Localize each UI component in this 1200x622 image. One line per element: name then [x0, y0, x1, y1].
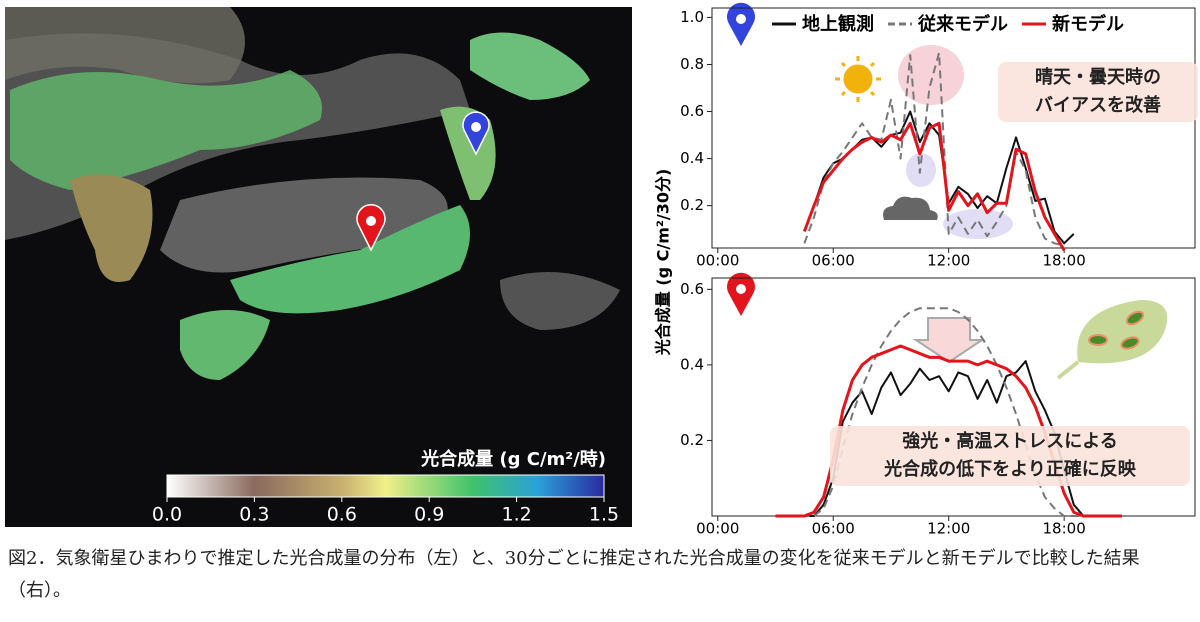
chart-pin-blue	[727, 2, 756, 46]
colorbar-tick-label: 1.5	[589, 504, 619, 526]
series-line	[803, 51, 1065, 247]
figure: 光合成量 (g C/m²/時) 光合成量 (g C/m²/30分) 00:00 0…	[5, 2, 1198, 538]
colorbar-tick-label: 0.0	[152, 504, 182, 526]
highlight	[943, 209, 1013, 239]
y-tick-label: 0.4	[680, 355, 704, 373]
map-pin-red	[356, 204, 386, 252]
chart-pin-red	[727, 272, 755, 316]
colorbar-tick-label: 0.9	[414, 504, 444, 526]
y-tick-label: 0.2	[680, 196, 704, 214]
plot-frame	[711, 277, 1196, 517]
leaf-icon	[1056, 300, 1168, 380]
highlight	[898, 45, 964, 105]
y-axis-label: 光合成量 (g C/m²/30分)	[654, 169, 673, 357]
x-tick-label: 12:00	[927, 520, 970, 538]
annotation-box	[998, 62, 1198, 122]
down-arrow	[912, 317, 986, 364]
colorbar-title: 光合成量 (g C/m²/時)	[420, 448, 606, 470]
charts: 光合成量 (g C/m²/30分) 00:00 06:00 12:00 18:00 0.…	[654, 2, 1198, 538]
legend-label: 新モデル	[1052, 13, 1124, 35]
series-line	[775, 307, 1122, 517]
plot-frame	[711, 7, 1196, 249]
y-tick-label: 0.6	[680, 280, 704, 298]
x-tick-label: 06:00	[812, 252, 855, 270]
colorbar	[166, 474, 605, 498]
x-tick-label: 18:00	[1043, 520, 1086, 538]
colorbar-tick-label: 1.2	[501, 504, 531, 526]
x-tick-label: 18:00	[1043, 252, 1086, 270]
y-tick-label: 0.2	[680, 431, 704, 449]
legend-label: 従来モデル	[917, 13, 1008, 35]
cloud-icon	[883, 196, 938, 220]
x-tick-label: 00:00	[696, 252, 739, 270]
caption: 図2．気象衛星ひまわりで推定した光合成量の分布（左）と、30分ごとに推定された光…	[8, 548, 1140, 601]
annotation: バイアスを改善	[1035, 94, 1161, 116]
colorbar-tick-label: 0.3	[239, 504, 269, 526]
legend-label: 地上観測	[802, 13, 874, 35]
colorbar-tick-label: 0.6	[327, 504, 357, 526]
sun-icon	[835, 56, 881, 102]
y-tick-label: 0.6	[680, 102, 704, 120]
annotation: 強光・高温ストレスによる	[902, 430, 1117, 452]
satellite-map: 光合成量 (g C/m²/時)	[5, 7, 632, 527]
x-tick-label: 12:00	[927, 252, 970, 270]
y-tick-label: 0.4	[680, 149, 704, 167]
map-pin-blue	[462, 111, 490, 156]
annotation: 晴天・曇天時の	[1035, 66, 1161, 88]
annotation-box	[830, 426, 1190, 486]
x-tick-label: 00:00	[696, 520, 739, 538]
y-tick-label: 1.0	[680, 8, 704, 26]
annotation: 光合成の低下をより正確に反映	[883, 458, 1137, 480]
y-tick-label: 0.8	[680, 55, 704, 73]
series-line	[802, 121, 1066, 252]
x-tick-label: 06:00	[812, 520, 855, 538]
